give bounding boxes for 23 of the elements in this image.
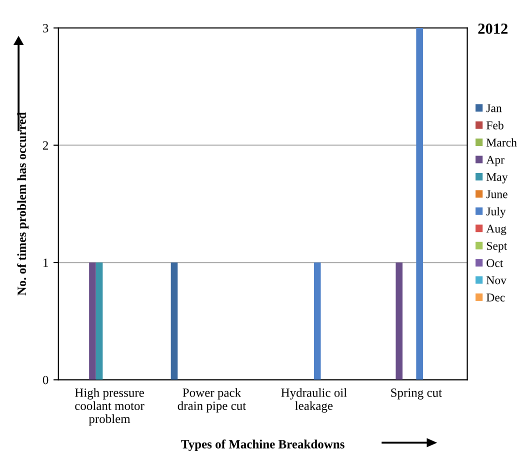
legend-label: June (486, 190, 508, 198)
legend-label: Feb (486, 121, 504, 130)
y-tick-label: 3 (43, 24, 48, 32)
y-tick-label: 0 (42, 376, 48, 384)
x-tick-label: Hydraulic oil leakage (281, 388, 347, 413)
legend-label: Dec (486, 294, 505, 302)
x-tick-label: Spring cut (391, 388, 442, 400)
legend-label: July (486, 207, 506, 218)
y-axis-title: No. of times problem has occurred (17, 112, 29, 296)
legend-label: March (486, 138, 517, 147)
x-tick-label: High pressure coolant motor problem (74, 388, 144, 426)
legend-label: Oct (486, 259, 504, 268)
legend-label: Nov (486, 276, 506, 284)
legend-label: Jan (486, 104, 502, 112)
legend-label: May (486, 173, 508, 184)
x-axis-title: Types of Machine Breakdowns (181, 440, 344, 452)
y-tick-label: 1 (44, 258, 48, 267)
y-tick-label: 2 (42, 141, 48, 150)
chart-title: 2012 (478, 24, 508, 34)
legend-label: Apr (486, 156, 504, 166)
x-tick-label: Power pack drain pipe cut (178, 388, 246, 413)
legend-label: Sept (486, 242, 508, 252)
legend-label: Aug (486, 224, 506, 236)
